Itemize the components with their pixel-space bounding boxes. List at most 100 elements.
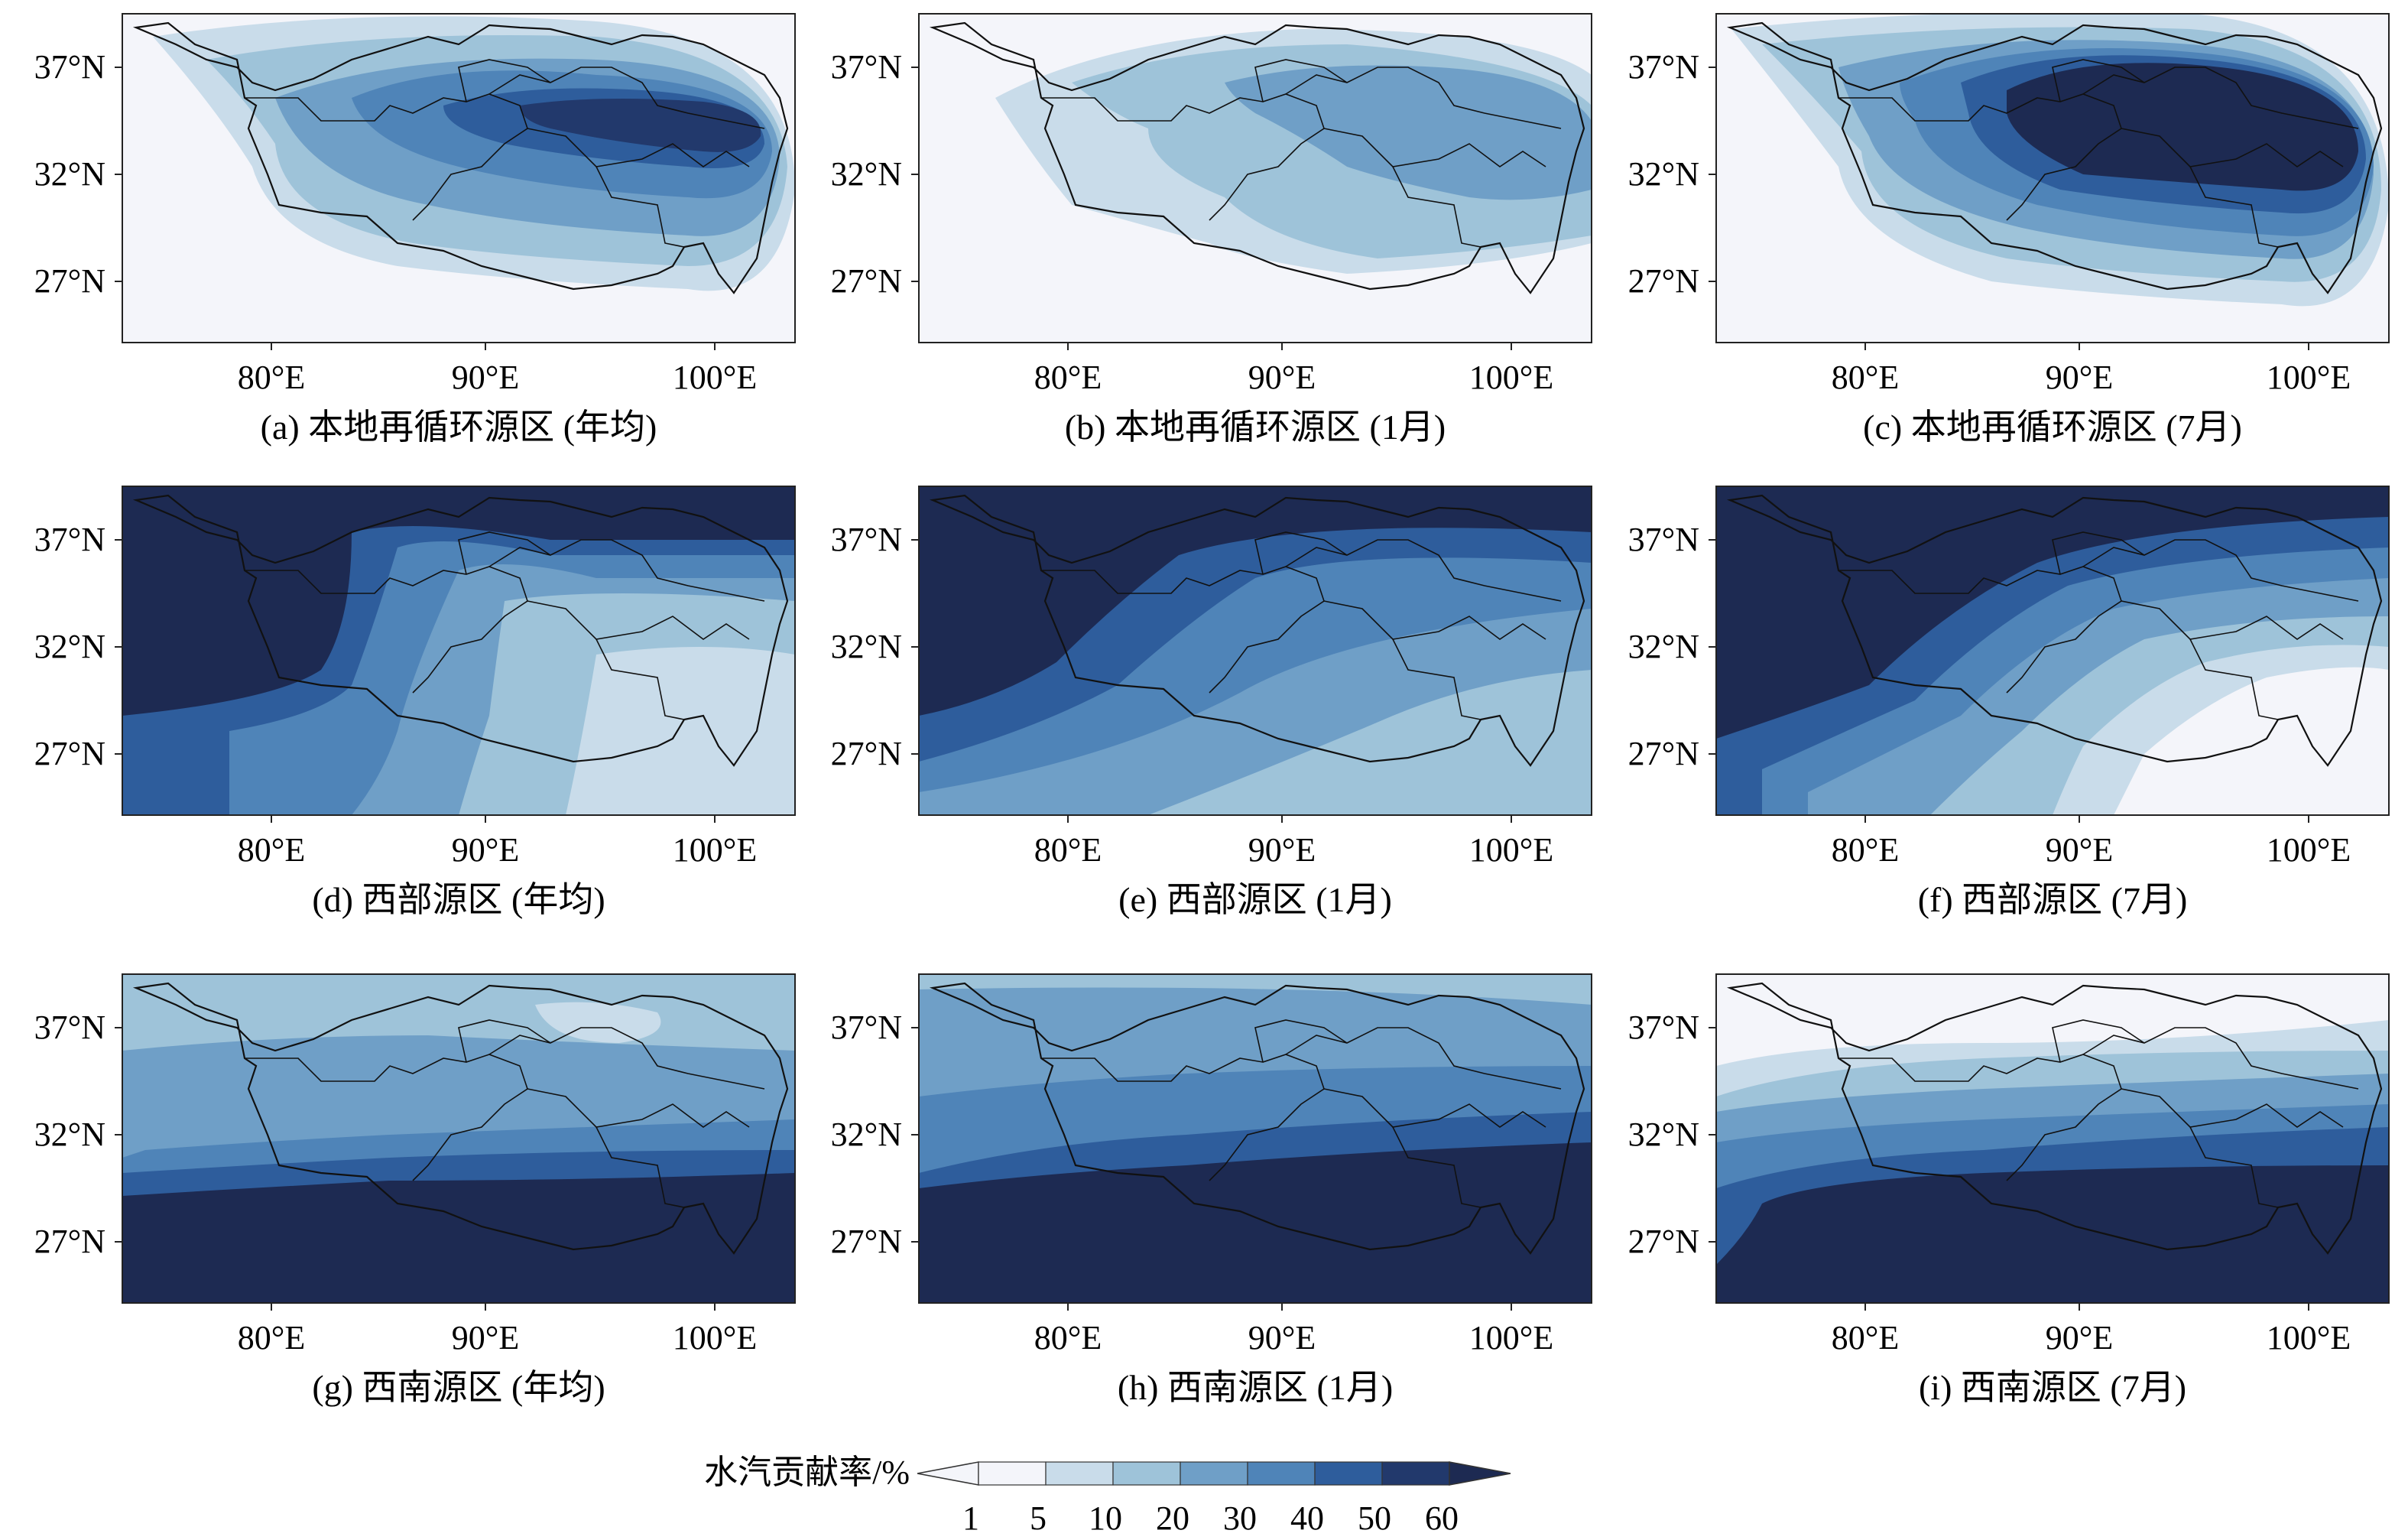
lat-tick-label: 32°N: [1628, 1116, 1699, 1153]
plateau-outline: [132, 21, 789, 294]
lat-tick-label: 37°N: [34, 1009, 105, 1046]
lon-tick-label: 80°E: [1034, 359, 1102, 396]
basin-boundary: [2082, 1027, 2359, 1090]
colorbar-extend-low: [917, 1461, 979, 1486]
colorbar-title: 水汽贡献率/%: [704, 1454, 910, 1491]
lat-tick-label: 32°N: [34, 1116, 105, 1153]
lat-tick-label: 32°N: [831, 1116, 902, 1153]
plateau-outline: [929, 982, 1585, 1255]
map-frame: [1715, 486, 2390, 816]
panel-caption: (c) 本地再循环源区 (7月): [1863, 408, 2242, 447]
panel-i: 37°N 32°N 27°N 80°E 90°E 100°E (i) 西南源区 (7月): [1628, 973, 2390, 1407]
lat-tick-label: 32°N: [831, 155, 902, 193]
basin-boundary: [527, 600, 750, 640]
basin-boundary: [2052, 531, 2145, 575]
plateau-outline: [929, 21, 1585, 294]
map-frame: [918, 973, 1592, 1304]
panel-caption: (f) 西部源区 (7月): [1918, 880, 2188, 919]
plateau-outline: [929, 494, 1585, 767]
basin-boundary: [596, 166, 685, 248]
contour-band: [520, 99, 761, 152]
map-frame: [918, 486, 1592, 816]
lat-tick-label: 37°N: [34, 48, 105, 86]
lat-tick-label: 37°N: [1628, 1009, 1699, 1046]
basin-boundary: [1254, 1019, 1348, 1063]
map-frame: [122, 486, 796, 816]
panel-h: 37°N 32°N 27°N 80°E 90°E 100°E (h) 西南源区 (1月): [831, 973, 1592, 1407]
contour-fill: [1716, 486, 2389, 815]
colorbar-segment: [978, 1461, 1047, 1486]
lon-tick-label: 90°E: [452, 1319, 519, 1356]
basin-boundary: [1285, 539, 1562, 602]
colorbar-level-label: 30: [1223, 1499, 1257, 1537]
lat-tick-label: 37°N: [1628, 521, 1699, 558]
lon-tick-label: 80°E: [1832, 359, 1899, 396]
basin-boundary: [245, 1054, 528, 1181]
lon-tick-label: 80°E: [1832, 1319, 1899, 1356]
map-frame: [918, 13, 1592, 343]
panels-layer: 37°N 32°N 27°N 80°E 90°E 100°E (a) 本地再循环源区 (年均…: [34, 13, 2390, 1407]
contour-band: [566, 647, 795, 815]
colorbar-level-label: 10: [1089, 1499, 1122, 1537]
lon-tick-label: 100°E: [1469, 831, 1553, 869]
basin-boundary: [1838, 1054, 2122, 1181]
map-frame: [122, 973, 796, 1304]
basin-boundary: [488, 539, 765, 602]
basin-boundary: [2189, 638, 2279, 720]
lat-tick-label: 37°N: [831, 1009, 902, 1046]
plateau-outline: [1726, 21, 2383, 294]
lon-tick-label: 90°E: [1248, 359, 1316, 396]
colorbar-segment: [1314, 1461, 1383, 1486]
basin-boundary: [2121, 1088, 2344, 1128]
region-boundaries: [929, 21, 1585, 294]
panel-caption: (e) 西部源区 (1月): [1118, 880, 1392, 919]
lon-tick-label: 100°E: [673, 359, 757, 396]
lat-tick-label: 27°N: [831, 1223, 902, 1260]
basin-boundary: [1392, 166, 1481, 248]
basin-boundary: [1254, 59, 1348, 102]
colorbar-extend-high: [1449, 1461, 1511, 1486]
lon-tick-label: 100°E: [673, 1319, 757, 1356]
colorbar-segment: [1381, 1461, 1450, 1486]
region-boundaries: [1726, 494, 2383, 767]
colorbar-level-label: 50: [1358, 1499, 1391, 1537]
lat-tick-label: 27°N: [34, 735, 105, 772]
lat-tick-label: 27°N: [831, 735, 902, 772]
contour-fill: [919, 14, 1592, 343]
contour-band: [535, 1002, 661, 1043]
basin-boundary: [1392, 1126, 1481, 1208]
lon-tick-label: 80°E: [1034, 1319, 1102, 1356]
basin-boundary: [2121, 128, 2344, 167]
basin-boundary: [2189, 166, 2279, 248]
basin-boundary: [2052, 1019, 2145, 1063]
basin-boundary: [596, 638, 685, 720]
lon-tick-label: 90°E: [1248, 831, 1316, 869]
colorbar-segment: [1180, 1461, 1248, 1486]
lat-tick-label: 32°N: [34, 155, 105, 193]
region-boundaries: [929, 494, 1585, 767]
contour-band: [2114, 667, 2389, 815]
contour-fill: [919, 486, 1592, 815]
lat-tick-label: 37°N: [34, 521, 105, 558]
region-boundaries: [929, 982, 1585, 1255]
basin-boundary: [2082, 67, 2359, 129]
contour-band: [1148, 670, 1592, 815]
basin-boundary: [245, 566, 528, 694]
panel-e: 37°N 32°N 27°N 80°E 90°E 100°E (e) 西部源区 (1月): [831, 486, 1592, 919]
colorbar-level-label: 60: [1425, 1499, 1459, 1537]
plateau-outline: [1726, 982, 2383, 1255]
lon-tick-label: 80°E: [1034, 831, 1102, 869]
lon-tick-label: 90°E: [452, 831, 519, 869]
lat-tick-label: 32°N: [831, 628, 902, 665]
basin-boundary: [596, 1126, 685, 1208]
colorbar-segment: [1112, 1461, 1181, 1486]
panel-caption: (a) 本地再循环源区 (年均): [261, 408, 657, 447]
basin-boundary: [245, 93, 528, 221]
plateau-outline: [132, 494, 789, 767]
basin-boundary: [527, 128, 750, 167]
plateau-outline: [1726, 494, 2383, 767]
basin-boundary: [458, 1019, 551, 1063]
contour-band: [1716, 974, 2389, 1066]
panel-c: 37°N 32°N 27°N 80°E 90°E 100°E (c) 本地再循环源区 (7月…: [1628, 13, 2390, 447]
